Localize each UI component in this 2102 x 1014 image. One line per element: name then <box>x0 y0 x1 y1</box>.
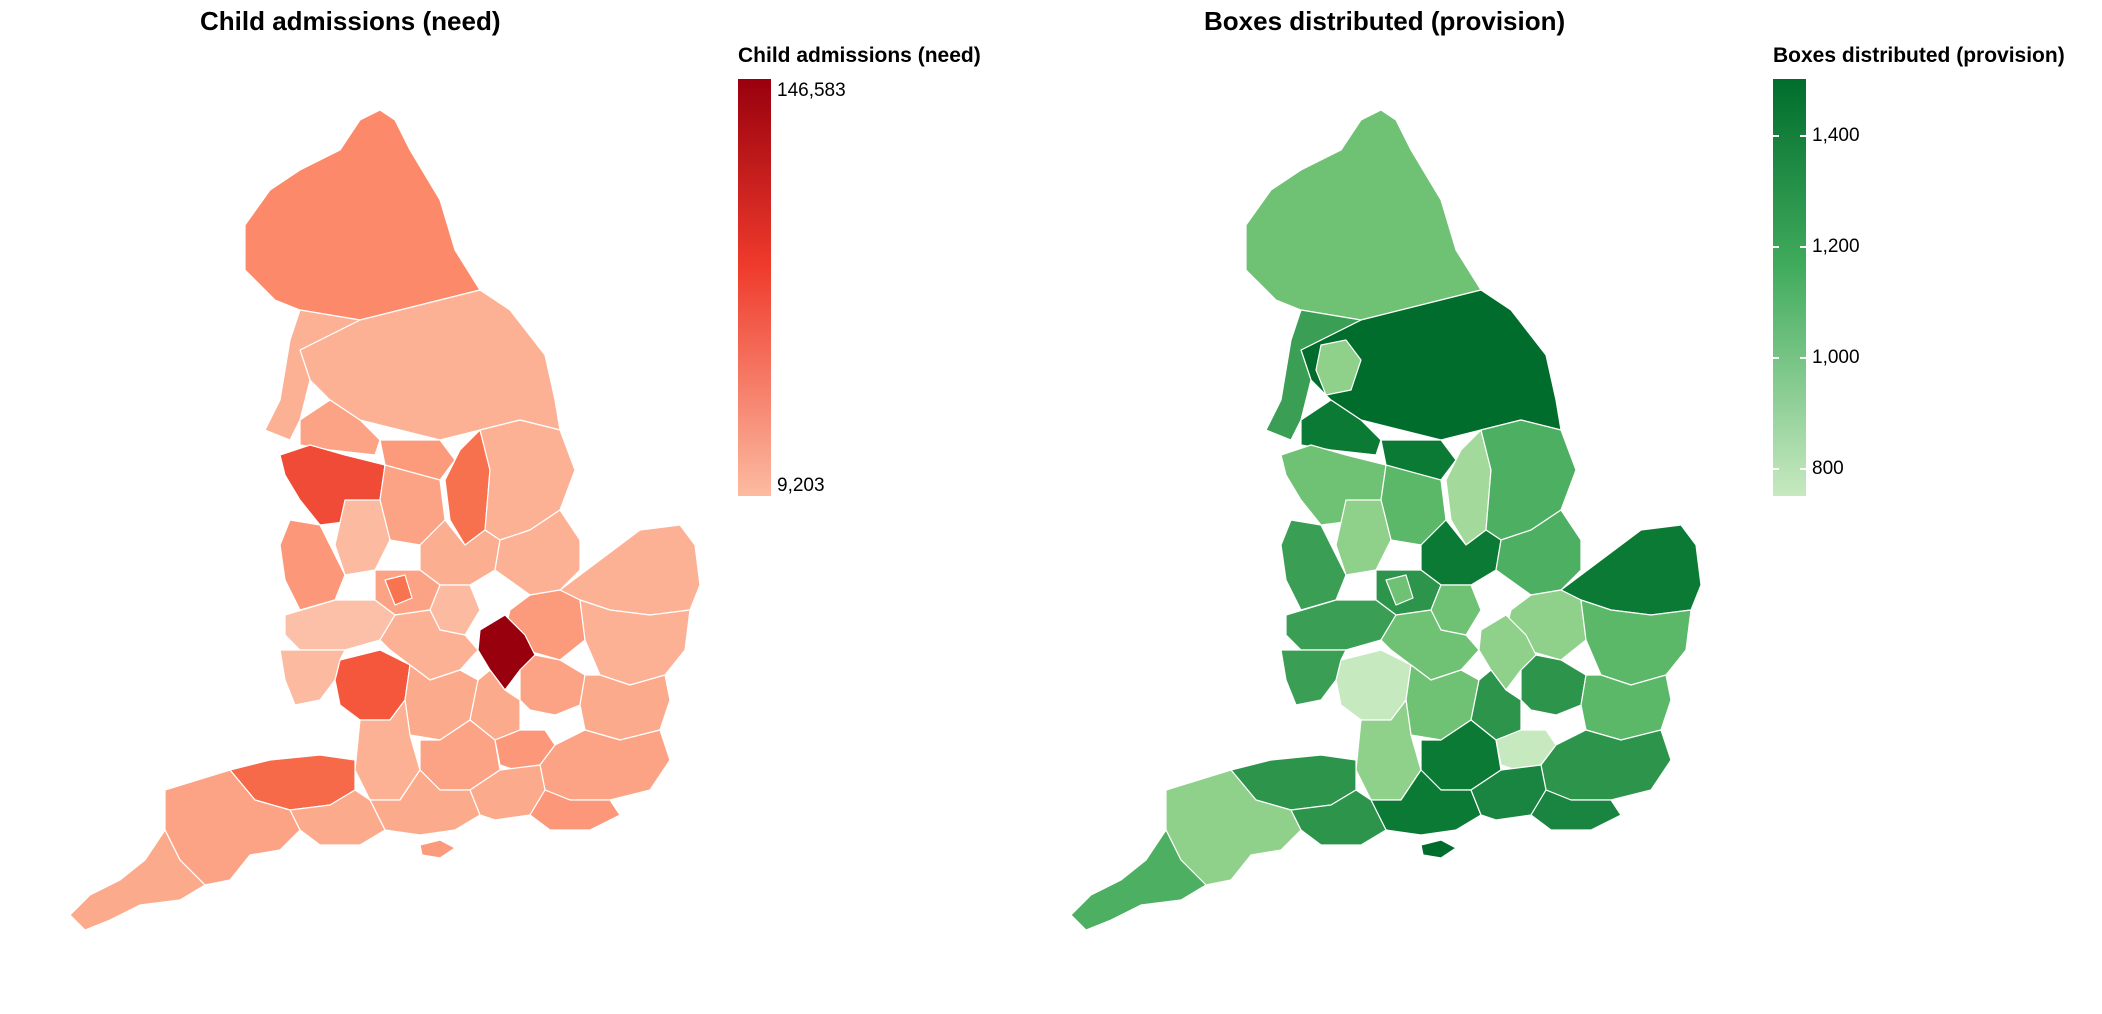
region-kent <box>1540 729 1672 801</box>
region-east-sussex <box>1530 789 1622 831</box>
need-map-title: Child admissions (need) <box>200 6 501 36</box>
region-dorset <box>1290 789 1387 846</box>
provision-colorbar <box>1773 79 1806 496</box>
provision-legend-tick-1000: 1,000 <box>1812 347 1860 368</box>
provision-legend-tick-1400: 1,400 <box>1812 125 1860 146</box>
colorbar-tick <box>1773 135 1779 137</box>
region-suffolk <box>579 599 691 686</box>
region-suffolk <box>1580 599 1692 686</box>
region-shropshire <box>279 519 346 611</box>
region-north-east <box>1245 109 1482 321</box>
region-west-midlands <box>384 574 413 606</box>
region-shropshire <box>1280 519 1347 611</box>
need-choropleth-map <box>69 109 701 931</box>
provision-map-title: Boxes distributed (provision) <box>1204 6 1566 36</box>
region-north-east <box>244 109 481 321</box>
provision-map-panel: Boxes distributed (provision) <box>1051 0 2102 1014</box>
region-cheshire <box>334 499 391 576</box>
colorbar-tick <box>1800 357 1806 359</box>
need-legend-title: Child admissions (need) <box>738 44 981 67</box>
region-lincolnshire <box>1495 509 1582 596</box>
provision-legend-title: Boxes distributed (provision) <box>1773 44 2065 67</box>
region-north-west-upper <box>1265 309 1362 441</box>
region-isle-of-wight <box>419 839 456 859</box>
provision-map-shapes <box>1070 109 1702 931</box>
region-essex <box>1580 674 1672 741</box>
region-kent <box>539 729 671 801</box>
need-map-panel: Child admissions (need) <box>69 6 981 931</box>
colorbar-tick <box>1800 468 1806 470</box>
region-isle-of-wight <box>1420 839 1457 859</box>
region-lancashire <box>299 399 381 456</box>
provision-legend-tick-800: 800 <box>1812 458 1844 479</box>
region-essex <box>579 674 671 741</box>
region-lancashire <box>1300 399 1382 456</box>
region-wales-border <box>1280 649 1347 706</box>
region-dorset <box>289 789 386 846</box>
colorbar-tick <box>1773 468 1779 470</box>
need-legend-min-label: 9,203 <box>777 475 825 496</box>
region-cornwall <box>1070 829 1207 931</box>
colorbar-tick <box>1800 246 1806 248</box>
region-hertfordshire <box>519 654 586 716</box>
region-cheshire <box>1335 499 1392 576</box>
colorbar-tick <box>1773 357 1779 359</box>
region-lincolnshire <box>494 509 581 596</box>
colorbar-tick <box>1773 246 1779 248</box>
region-east-sussex <box>529 789 621 831</box>
region-cumbria-inner <box>1315 339 1362 396</box>
need-colorbar <box>738 79 771 496</box>
colorbar-tick <box>1800 135 1806 137</box>
region-hertfordshire <box>1520 654 1587 716</box>
region-west-midlands <box>1385 574 1414 606</box>
region-north-west-upper <box>264 309 361 441</box>
region-cornwall <box>69 829 206 931</box>
provision-legend-tick-1200: 1,200 <box>1812 236 1860 257</box>
need-legend-max-label: 146,583 <box>777 80 846 101</box>
region-wales-border <box>279 649 346 706</box>
